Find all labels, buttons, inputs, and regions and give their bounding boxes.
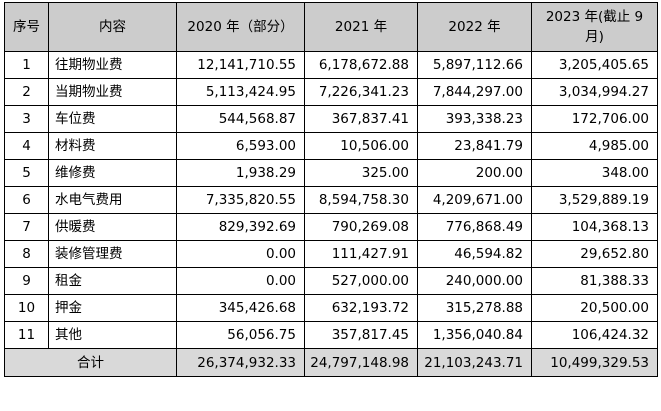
cell-2020: 12,141,710.55 — [176, 51, 305, 79]
cell-2020: 5,113,424.95 — [176, 78, 305, 106]
cell-seq: 7 — [4, 213, 49, 241]
cell-seq: 11 — [4, 321, 49, 349]
cell-2020: 0.00 — [176, 240, 305, 268]
cell-seq: 9 — [4, 267, 49, 295]
cell-2022: 7,844,297.00 — [417, 78, 532, 106]
total-2022: 21,103,243.71 — [417, 348, 532, 377]
cell-2023: 104,368.13 — [531, 213, 658, 241]
cell-seq: 5 — [4, 159, 49, 187]
cell-name: 租金 — [48, 267, 177, 295]
table-row: 1 往期物业费 12,141,710.55 6,178,672.88 5,897… — [4, 51, 658, 79]
cell-name: 装修管理费 — [48, 240, 177, 268]
table-body: 1 往期物业费 12,141,710.55 6,178,672.88 5,897… — [4, 51, 658, 349]
cell-2020: 0.00 — [176, 267, 305, 295]
header-seq: 序号 — [4, 2, 49, 52]
cell-2021: 527,000.00 — [304, 267, 418, 295]
cell-2023: 172,706.00 — [531, 105, 658, 133]
cell-2023: 348.00 — [531, 159, 658, 187]
cell-2023: 29,652.80 — [531, 240, 658, 268]
cell-name: 其他 — [48, 321, 177, 349]
table-row: 11 其他 56,056.75 357,817.45 1,356,040.84 … — [4, 321, 658, 349]
cell-name: 维修费 — [48, 159, 177, 187]
cell-2023: 81,388.33 — [531, 267, 658, 295]
cell-2021: 632,193.72 — [304, 294, 418, 322]
cell-2022: 776,868.49 — [417, 213, 532, 241]
cell-2022: 46,594.82 — [417, 240, 532, 268]
header-row: 序号 内容 2020 年（部分） 2021 年 2022 年 2023 年(截止… — [4, 2, 658, 52]
cell-2021: 7,226,341.23 — [304, 78, 418, 106]
cell-2021: 325.00 — [304, 159, 418, 187]
header-2023: 2023 年(截止 9 月) — [531, 2, 658, 52]
cell-name: 材料费 — [48, 132, 177, 160]
table-row: 5 维修费 1,938.29 325.00 200.00 348.00 — [4, 159, 658, 187]
cell-2020: 829,392.69 — [176, 213, 305, 241]
total-label: 合计 — [4, 348, 177, 377]
table-row: 4 材料费 6,593.00 10,506.00 23,841.79 4,985… — [4, 132, 658, 160]
cell-2022: 200.00 — [417, 159, 532, 187]
cell-2021: 111,427.91 — [304, 240, 418, 268]
cell-2021: 6,178,672.88 — [304, 51, 418, 79]
table-header: 序号 内容 2020 年（部分） 2021 年 2022 年 2023 年(截止… — [4, 2, 658, 52]
cell-2021: 790,269.08 — [304, 213, 418, 241]
table-row: 3 车位费 544,568.87 367,837.41 393,338.23 1… — [4, 105, 658, 133]
cell-2023: 3,034,994.27 — [531, 78, 658, 106]
header-2020: 2020 年（部分） — [176, 2, 305, 52]
cell-2020: 6,593.00 — [176, 132, 305, 160]
cell-2023: 3,205,405.65 — [531, 51, 658, 79]
cell-2023: 4,985.00 — [531, 132, 658, 160]
cell-2021: 357,817.45 — [304, 321, 418, 349]
cell-name: 供暖费 — [48, 213, 177, 241]
cell-2020: 7,335,820.55 — [176, 186, 305, 214]
cell-2020: 544,568.87 — [176, 105, 305, 133]
table-footer: 合计 26,374,932.33 24,797,148.98 21,103,24… — [4, 348, 658, 377]
total-2021: 24,797,148.98 — [304, 348, 418, 377]
table-row: 10 押金 345,426.68 632,193.72 315,278.88 2… — [4, 294, 658, 322]
cell-2022: 5,897,112.66 — [417, 51, 532, 79]
cell-2023: 3,529,889.19 — [531, 186, 658, 214]
cell-2022: 240,000.00 — [417, 267, 532, 295]
header-name: 内容 — [48, 2, 177, 52]
cell-seq: 6 — [4, 186, 49, 214]
cell-name: 水电气费用 — [48, 186, 177, 214]
cell-2023: 106,424.32 — [531, 321, 658, 349]
cell-name: 押金 — [48, 294, 177, 322]
cell-seq: 1 — [4, 51, 49, 79]
cell-seq: 8 — [4, 240, 49, 268]
total-2023: 10,499,329.53 — [531, 348, 658, 377]
cell-name: 往期物业费 — [48, 51, 177, 79]
cell-name: 车位费 — [48, 105, 177, 133]
cell-name: 当期物业费 — [48, 78, 177, 106]
table-row: 7 供暖费 829,392.69 790,269.08 776,868.49 1… — [4, 213, 658, 241]
total-row: 合计 26,374,932.33 24,797,148.98 21,103,24… — [4, 348, 658, 377]
cell-2021: 367,837.41 — [304, 105, 418, 133]
cell-2020: 1,938.29 — [176, 159, 305, 187]
cell-2022: 4,209,671.00 — [417, 186, 532, 214]
total-2020: 26,374,932.33 — [176, 348, 305, 377]
cell-seq: 4 — [4, 132, 49, 160]
cell-2022: 393,338.23 — [417, 105, 532, 133]
cell-seq: 3 — [4, 105, 49, 133]
cell-2021: 10,506.00 — [304, 132, 418, 160]
cell-2021: 8,594,758.30 — [304, 186, 418, 214]
cell-seq: 10 — [4, 294, 49, 322]
cell-2022: 315,278.88 — [417, 294, 532, 322]
table-row: 2 当期物业费 5,113,424.95 7,226,341.23 7,844,… — [4, 78, 658, 106]
cell-2020: 345,426.68 — [176, 294, 305, 322]
cell-2022: 1,356,040.84 — [417, 321, 532, 349]
cell-seq: 2 — [4, 78, 49, 106]
header-2021: 2021 年 — [304, 2, 418, 52]
cell-2022: 23,841.79 — [417, 132, 532, 160]
cell-2023: 20,500.00 — [531, 294, 658, 322]
cell-2020: 56,056.75 — [176, 321, 305, 349]
table-row: 6 水电气费用 7,335,820.55 8,594,758.30 4,209,… — [4, 186, 658, 214]
table-row: 8 装修管理费 0.00 111,427.91 46,594.82 29,652… — [4, 240, 658, 268]
table-row: 9 租金 0.00 527,000.00 240,000.00 81,388.3… — [4, 267, 658, 295]
data-table: 序号 内容 2020 年（部分） 2021 年 2022 年 2023 年(截止… — [4, 2, 658, 377]
header-2022: 2022 年 — [417, 2, 532, 52]
